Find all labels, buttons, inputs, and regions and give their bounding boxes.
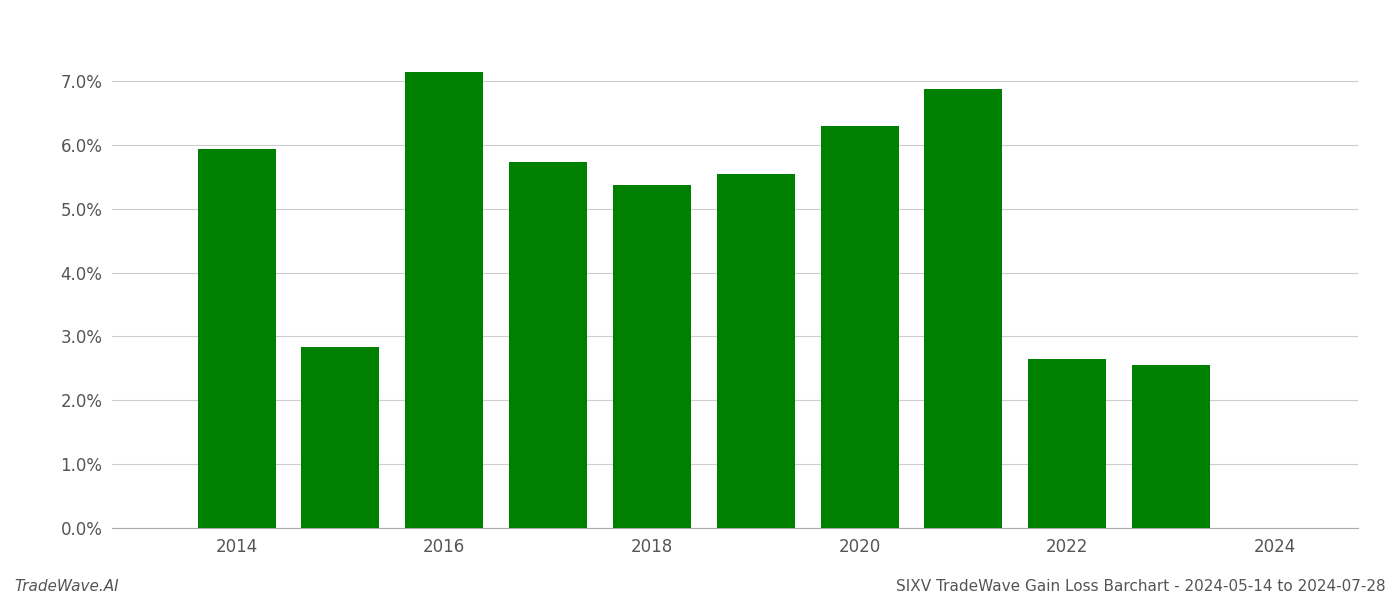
Bar [924, 89, 1002, 528]
Bar [301, 347, 379, 528]
Bar [613, 185, 690, 528]
Bar [1029, 359, 1106, 528]
Bar [406, 71, 483, 528]
Bar [1133, 365, 1210, 528]
Bar [820, 126, 899, 528]
Bar [197, 149, 276, 528]
Bar [510, 162, 587, 528]
Bar [717, 173, 795, 528]
Text: TradeWave.AI: TradeWave.AI [14, 579, 119, 594]
Text: SIXV TradeWave Gain Loss Barchart - 2024-05-14 to 2024-07-28: SIXV TradeWave Gain Loss Barchart - 2024… [896, 579, 1386, 594]
